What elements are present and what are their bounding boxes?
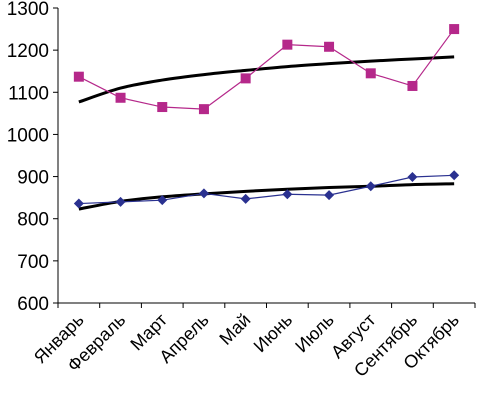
y-tick-label: 1200	[7, 41, 49, 62]
trendline	[78, 182, 455, 211]
data-point-square	[73, 71, 84, 82]
y-tick-label: 900	[17, 168, 49, 189]
series-line	[78, 28, 455, 110]
data-point-square	[365, 68, 376, 79]
data-point-diamond	[115, 196, 126, 207]
data-point-diamond	[73, 198, 84, 209]
data-point-square	[282, 39, 293, 50]
data-point-square	[198, 104, 209, 115]
data-point-diamond	[157, 195, 168, 206]
data-point-square	[407, 80, 418, 91]
y-tick-label: 800	[17, 210, 49, 231]
y-tick-label: 1100	[8, 83, 49, 104]
data-point-diamond	[324, 190, 335, 201]
data-point-diamond	[449, 170, 460, 181]
trendline	[78, 55, 455, 104]
data-point-diamond	[365, 181, 376, 192]
data-point-diamond	[198, 188, 209, 199]
data-point-square	[157, 102, 168, 113]
y-axis: 600 700 800 900 1000 1100 1200 1300	[7, 0, 59, 315]
series-line	[78, 174, 455, 205]
x-category-label: Май	[215, 310, 254, 349]
y-tick-label: 700	[17, 252, 49, 273]
trendlines	[78, 55, 455, 211]
data-point-square	[240, 73, 251, 84]
y-tick-label: 1300	[7, 0, 49, 20]
y-tick-label: 1000	[7, 125, 49, 146]
data-point-diamond	[240, 193, 251, 204]
data-series	[73, 24, 460, 209]
y-tick-label: 600	[17, 294, 49, 315]
data-point-diamond	[407, 171, 418, 182]
data-point-diamond	[282, 189, 293, 200]
data-point-square	[324, 41, 335, 52]
data-point-square	[449, 24, 460, 35]
data-point-square	[115, 92, 126, 103]
x-category-label: Июнь	[250, 310, 297, 357]
